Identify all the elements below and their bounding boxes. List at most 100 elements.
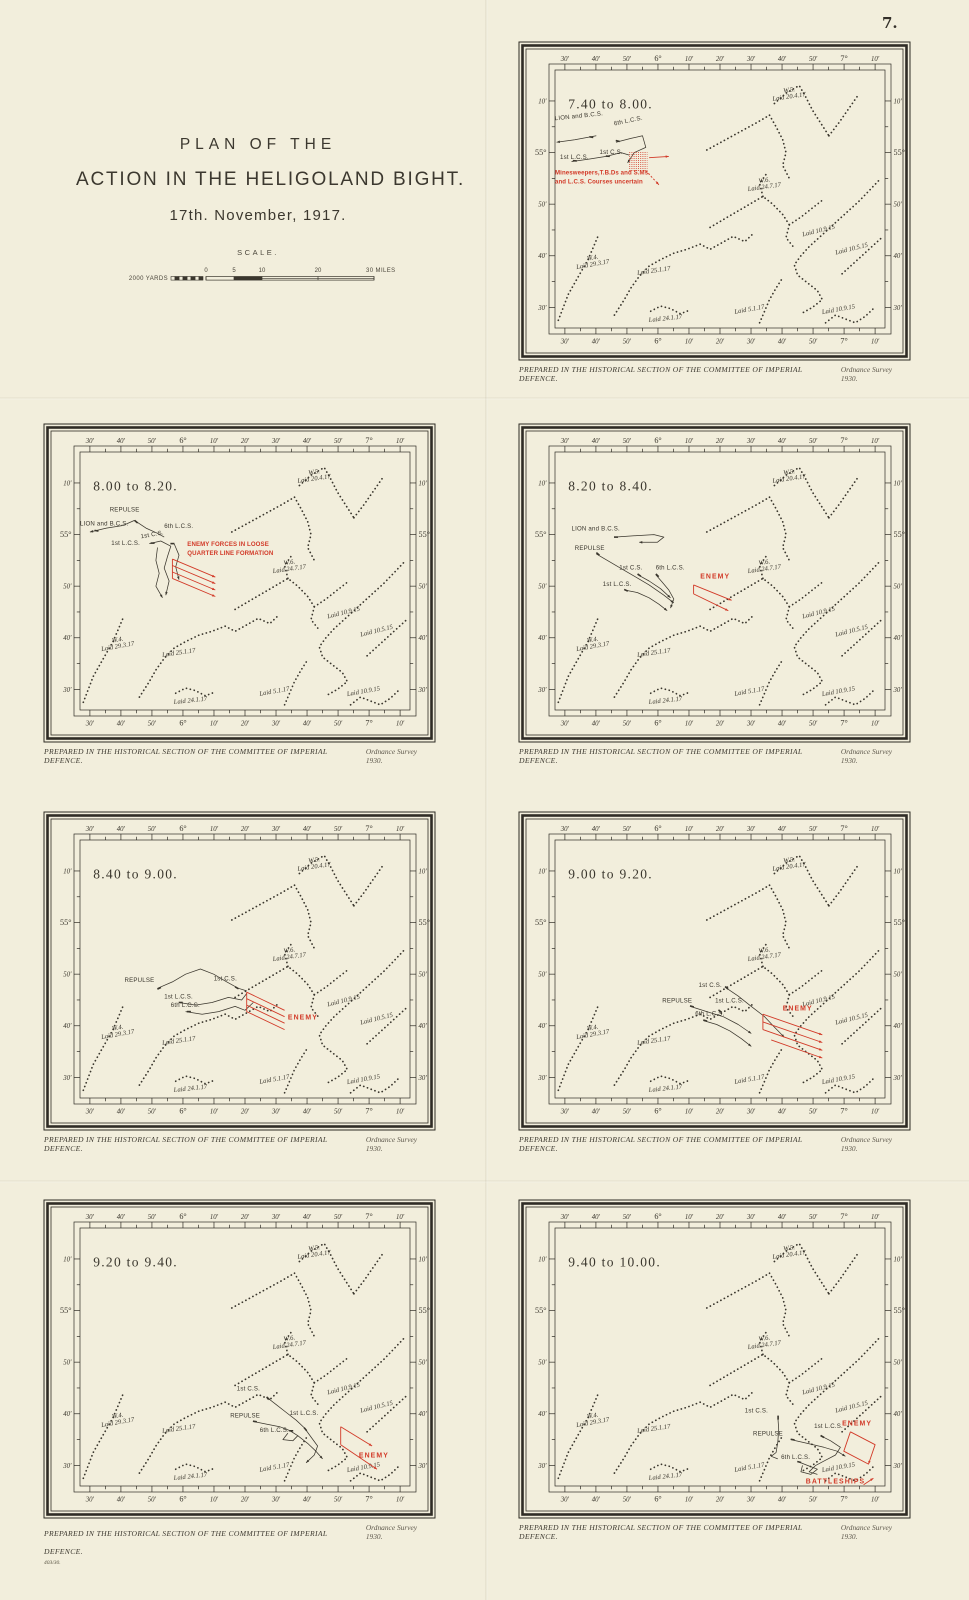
tick-label-top: 10′ bbox=[396, 826, 405, 833]
minefield-dots bbox=[758, 276, 784, 324]
minefield-name: W.6. bbox=[283, 558, 296, 567]
minefield-name: W.4. bbox=[586, 1412, 599, 1421]
ship-position-marker bbox=[186, 1010, 191, 1013]
tick-label-left: 55° bbox=[60, 1306, 71, 1315]
tick-label-left: 30′ bbox=[537, 687, 547, 694]
minefield-dots bbox=[824, 307, 875, 324]
tick-label-right: 50′ bbox=[894, 584, 903, 591]
minefield-dots bbox=[353, 863, 385, 907]
tick-label-bottom: 50′ bbox=[148, 1497, 157, 1504]
tick-label-bottom: 30′ bbox=[560, 339, 570, 346]
tick-label-top: 50′ bbox=[809, 438, 818, 445]
tick-label-top: 30′ bbox=[746, 1214, 756, 1221]
ship-position-marker bbox=[170, 542, 175, 545]
minefield: Laid 24.1.17 bbox=[647, 1075, 692, 1094]
minefield-laid-date: Laid 24.7.17 bbox=[746, 181, 782, 193]
tick-label-bottom: 7° bbox=[840, 337, 847, 346]
ship-position-marker bbox=[589, 135, 594, 139]
tick-label-top: 10′ bbox=[871, 1214, 880, 1221]
ship-label: 1st L.C.S. bbox=[164, 994, 193, 1001]
tick-label-left: 10′ bbox=[538, 98, 547, 105]
minefield-laid-date: Laid 24.7.17 bbox=[271, 563, 307, 575]
minefield-dots bbox=[313, 969, 349, 996]
map-time-label: 9.40 to 10.00. bbox=[568, 1255, 661, 1270]
tick-label-top: 6° bbox=[654, 436, 661, 445]
tick-label-right: 10′ bbox=[419, 480, 428, 487]
minefield-laid-date: Laid 10.5.15 bbox=[359, 624, 395, 639]
tick-label-left: 55° bbox=[535, 1306, 546, 1315]
minefield-dots bbox=[705, 114, 771, 151]
tick-label-top: 10′ bbox=[210, 1214, 219, 1221]
minefield-name: W.6. bbox=[758, 176, 771, 185]
minefield-laid-date: Laid 10.9.15 bbox=[801, 223, 837, 238]
caption-survey: Ordnance Survey 1930. bbox=[365, 747, 418, 765]
tick-label-bottom: 30′ bbox=[85, 1497, 95, 1504]
minefield-dots bbox=[705, 1272, 771, 1309]
minefield-dots bbox=[298, 854, 355, 907]
tick-label-left: 50′ bbox=[538, 202, 547, 209]
minefield-laid-date: Laid 20.4.17 bbox=[771, 91, 807, 103]
minefield-dots bbox=[557, 1005, 599, 1092]
tick-label-right: 50′ bbox=[894, 1360, 903, 1367]
ship-label: LION and B.C.S. bbox=[572, 526, 620, 533]
graticule-band bbox=[548, 445, 892, 717]
tick-label-top: 10′ bbox=[871, 56, 880, 63]
arrowhead-icon bbox=[306, 1459, 310, 1463]
tick-label-right: 50′ bbox=[419, 1360, 428, 1367]
red-annotation-text: ENEMY bbox=[783, 1005, 813, 1012]
tick-label-top: 50′ bbox=[809, 826, 818, 833]
tick-label-top: 20′ bbox=[716, 1214, 725, 1221]
minefield: Laid 5.1.17 bbox=[733, 658, 784, 706]
tick-label-right: 30′ bbox=[893, 1075, 903, 1082]
tick-label-bottom: 20′ bbox=[241, 1497, 250, 1504]
minefield-dots bbox=[758, 171, 769, 198]
minefield-laid-date: Laid 20.4.17 bbox=[296, 473, 332, 485]
minefield-laid-date: Laid 20.4.17 bbox=[771, 861, 807, 873]
tick-label-left: 10′ bbox=[63, 868, 72, 875]
tick-label-top: 40′ bbox=[117, 1214, 126, 1221]
minefield-laid-date: Laid 24.1.17 bbox=[647, 695, 683, 706]
tick-label-top: 10′ bbox=[396, 438, 405, 445]
title-line-2: ACTION IN THE HELIGOLAND BIGHT. bbox=[76, 169, 466, 190]
minefield-dots bbox=[234, 1353, 316, 1387]
page-number: 7. bbox=[882, 14, 898, 32]
arrowhead-icon bbox=[627, 159, 631, 163]
tick-label-right: 30′ bbox=[893, 305, 903, 312]
ship-position-marker bbox=[724, 985, 729, 990]
ship-position-marker bbox=[234, 986, 239, 990]
ship-label: REPULSE bbox=[575, 545, 605, 552]
caption-prepared: PREPARED IN THE HISTORICAL SECTION OF TH… bbox=[44, 747, 328, 765]
tick-label-top: 6° bbox=[179, 1212, 186, 1221]
title-date: 17th. November, 1917. bbox=[169, 207, 347, 224]
ship-label: 1st C.S. bbox=[699, 982, 722, 989]
minefield: W.6.Laid 24.7.17 bbox=[709, 1329, 824, 1407]
tick-label-bottom: 6° bbox=[654, 337, 661, 346]
map-time-label: 8.00 to 8.20. bbox=[93, 479, 178, 494]
minefield: W.4.Laid 29.3.17 bbox=[82, 617, 136, 704]
tick-label-right: 55° bbox=[419, 1306, 430, 1315]
ship-label: 6th L.C.S. bbox=[695, 1010, 724, 1017]
tick-label-top: 20′ bbox=[241, 826, 250, 833]
minefield: W.5.Laid 20.4.17 bbox=[705, 854, 860, 950]
tick-label-top: 10′ bbox=[685, 438, 694, 445]
tick-label-bottom: 7° bbox=[365, 719, 372, 728]
caption-survey: Ordnance Survey 1930. bbox=[840, 1523, 893, 1541]
map-caption: PREPARED IN THE HISTORICAL SECTION OF TH… bbox=[517, 1523, 912, 1541]
ship-label: 1st C.S. bbox=[140, 529, 164, 540]
minefield-dots bbox=[318, 1338, 405, 1473]
scale-miles-label: 30 MILES bbox=[366, 268, 396, 274]
tick-label-bottom: 40′ bbox=[592, 1497, 601, 1504]
tick-label-right: 30′ bbox=[893, 1463, 903, 1470]
minefield-dots bbox=[758, 1434, 784, 1482]
ship-label: 1st C.S. bbox=[237, 1386, 260, 1393]
minefield-laid-date: Laid 25.1.17 bbox=[636, 1035, 672, 1047]
red-hatched-area bbox=[629, 152, 648, 171]
arrowhead-icon bbox=[842, 1453, 846, 1457]
title-block: PLAN OF THE ACTION IN THE HELIGOLAND BIG… bbox=[76, 136, 466, 287]
tick-label-bottom: 30′ bbox=[271, 721, 281, 728]
red-annotation-text: ENEMY bbox=[359, 1453, 389, 1460]
ship-position-marker bbox=[157, 986, 162, 990]
ship-label: 6th L.C.S. bbox=[613, 115, 643, 128]
caption-survey: Ordnance Survey 1930. bbox=[840, 747, 893, 765]
